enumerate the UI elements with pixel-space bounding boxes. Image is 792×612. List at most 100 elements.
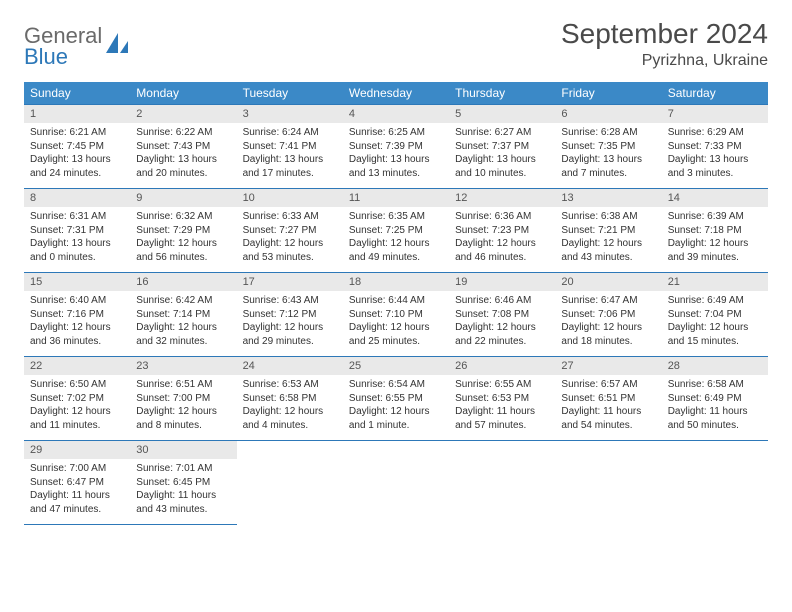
day-number: 10 (237, 189, 343, 207)
day-daylight1: Daylight: 13 hours (30, 237, 124, 251)
day-details: Sunrise: 6:44 AMSunset: 7:10 PMDaylight:… (343, 291, 449, 356)
day-daylight2: and 13 minutes. (349, 167, 443, 181)
day-details: Sunrise: 6:29 AMSunset: 7:33 PMDaylight:… (662, 123, 768, 188)
day-number: 6 (555, 105, 661, 123)
day-sunset: Sunset: 7:29 PM (136, 224, 230, 238)
day-sunset: Sunset: 7:02 PM (30, 392, 124, 406)
day-details: Sunrise: 6:58 AMSunset: 6:49 PMDaylight:… (662, 375, 768, 440)
calendar-cell: 28Sunrise: 6:58 AMSunset: 6:49 PMDayligh… (662, 357, 768, 441)
day-daylight2: and 1 minute. (349, 419, 443, 433)
day-daylight1: Daylight: 12 hours (561, 321, 655, 335)
calendar-cell: 15Sunrise: 6:40 AMSunset: 7:16 PMDayligh… (24, 273, 130, 357)
day-sunset: Sunset: 7:33 PM (668, 140, 762, 154)
day-sunset: Sunset: 7:18 PM (668, 224, 762, 238)
day-details: Sunrise: 6:43 AMSunset: 7:12 PMDaylight:… (237, 291, 343, 356)
calendar-cell: 22Sunrise: 6:50 AMSunset: 7:02 PMDayligh… (24, 357, 130, 441)
day-number: 13 (555, 189, 661, 207)
day-sunset: Sunset: 7:35 PM (561, 140, 655, 154)
day-sunrise: Sunrise: 6:36 AM (455, 210, 549, 224)
weekday-header: Sunday (24, 82, 130, 105)
day-daylight1: Daylight: 11 hours (455, 405, 549, 419)
day-number: 7 (662, 105, 768, 123)
calendar-week: 1Sunrise: 6:21 AMSunset: 7:45 PMDaylight… (24, 105, 768, 189)
day-sunset: Sunset: 7:31 PM (30, 224, 124, 238)
calendar-cell: 12Sunrise: 6:36 AMSunset: 7:23 PMDayligh… (449, 189, 555, 273)
day-sunrise: Sunrise: 6:35 AM (349, 210, 443, 224)
day-details: Sunrise: 6:53 AMSunset: 6:58 PMDaylight:… (237, 375, 343, 440)
day-sunset: Sunset: 6:58 PM (243, 392, 337, 406)
day-sunrise: Sunrise: 6:42 AM (136, 294, 230, 308)
day-daylight2: and 15 minutes. (668, 335, 762, 349)
day-daylight1: Daylight: 12 hours (668, 321, 762, 335)
day-daylight1: Daylight: 13 hours (349, 153, 443, 167)
day-details: Sunrise: 6:31 AMSunset: 7:31 PMDaylight:… (24, 207, 130, 272)
day-sunset: Sunset: 7:04 PM (668, 308, 762, 322)
day-daylight1: Daylight: 12 hours (243, 321, 337, 335)
day-daylight2: and 18 minutes. (561, 335, 655, 349)
day-details: Sunrise: 6:40 AMSunset: 7:16 PMDaylight:… (24, 291, 130, 356)
day-daylight1: Daylight: 11 hours (136, 489, 230, 503)
day-details: Sunrise: 6:22 AMSunset: 7:43 PMDaylight:… (130, 123, 236, 188)
day-sunset: Sunset: 6:53 PM (455, 392, 549, 406)
day-sunset: Sunset: 7:12 PM (243, 308, 337, 322)
calendar-cell: 21Sunrise: 6:49 AMSunset: 7:04 PMDayligh… (662, 273, 768, 357)
day-daylight2: and 43 minutes. (136, 503, 230, 517)
day-number: 15 (24, 273, 130, 291)
day-daylight2: and 54 minutes. (561, 419, 655, 433)
weekday-header: Friday (555, 82, 661, 105)
day-daylight1: Daylight: 13 hours (243, 153, 337, 167)
calendar-week: 22Sunrise: 6:50 AMSunset: 7:02 PMDayligh… (24, 357, 768, 441)
day-details: Sunrise: 6:42 AMSunset: 7:14 PMDaylight:… (130, 291, 236, 356)
calendar-week: 15Sunrise: 6:40 AMSunset: 7:16 PMDayligh… (24, 273, 768, 357)
day-number: 16 (130, 273, 236, 291)
day-sunrise: Sunrise: 6:25 AM (349, 126, 443, 140)
day-daylight1: Daylight: 13 hours (668, 153, 762, 167)
day-number: 20 (555, 273, 661, 291)
day-daylight2: and 7 minutes. (561, 167, 655, 181)
calendar-cell: 26Sunrise: 6:55 AMSunset: 6:53 PMDayligh… (449, 357, 555, 441)
title-block: September 2024 Pyrizhna, Ukraine (561, 18, 768, 70)
calendar-cell: 11Sunrise: 6:35 AMSunset: 7:25 PMDayligh… (343, 189, 449, 273)
day-details: Sunrise: 6:50 AMSunset: 7:02 PMDaylight:… (24, 375, 130, 440)
day-daylight2: and 25 minutes. (349, 335, 443, 349)
day-sunset: Sunset: 7:23 PM (455, 224, 549, 238)
day-sunset: Sunset: 6:47 PM (30, 476, 124, 490)
calendar-cell: 14Sunrise: 6:39 AMSunset: 7:18 PMDayligh… (662, 189, 768, 273)
day-sunrise: Sunrise: 6:44 AM (349, 294, 443, 308)
day-details: Sunrise: 6:38 AMSunset: 7:21 PMDaylight:… (555, 207, 661, 272)
day-daylight1: Daylight: 11 hours (30, 489, 124, 503)
day-daylight1: Daylight: 12 hours (243, 237, 337, 251)
day-sunset: Sunset: 7:25 PM (349, 224, 443, 238)
day-daylight2: and 46 minutes. (455, 251, 549, 265)
calendar-week: 8Sunrise: 6:31 AMSunset: 7:31 PMDaylight… (24, 189, 768, 273)
day-daylight2: and 53 minutes. (243, 251, 337, 265)
day-daylight1: Daylight: 12 hours (30, 405, 124, 419)
weekday-row: SundayMondayTuesdayWednesdayThursdayFrid… (24, 82, 768, 105)
day-daylight2: and 17 minutes. (243, 167, 337, 181)
day-number: 25 (343, 357, 449, 375)
day-sunrise: Sunrise: 6:39 AM (668, 210, 762, 224)
day-number: 27 (555, 357, 661, 375)
day-sunrise: Sunrise: 6:27 AM (455, 126, 549, 140)
day-sunrise: Sunrise: 6:54 AM (349, 378, 443, 392)
day-details: Sunrise: 6:32 AMSunset: 7:29 PMDaylight:… (130, 207, 236, 272)
calendar-week: 29Sunrise: 7:00 AMSunset: 6:47 PMDayligh… (24, 441, 768, 525)
calendar-cell: 4Sunrise: 6:25 AMSunset: 7:39 PMDaylight… (343, 105, 449, 189)
day-number: 1 (24, 105, 130, 123)
day-details: Sunrise: 6:33 AMSunset: 7:27 PMDaylight:… (237, 207, 343, 272)
calendar-cell (662, 441, 768, 525)
day-daylight2: and 8 minutes. (136, 419, 230, 433)
day-sunrise: Sunrise: 6:38 AM (561, 210, 655, 224)
day-number: 2 (130, 105, 236, 123)
day-sunrise: Sunrise: 6:46 AM (455, 294, 549, 308)
day-daylight2: and 49 minutes. (349, 251, 443, 265)
day-details: Sunrise: 6:35 AMSunset: 7:25 PMDaylight:… (343, 207, 449, 272)
day-number: 21 (662, 273, 768, 291)
day-number: 30 (130, 441, 236, 459)
day-daylight2: and 57 minutes. (455, 419, 549, 433)
calendar-cell: 23Sunrise: 6:51 AMSunset: 7:00 PMDayligh… (130, 357, 236, 441)
day-number: 29 (24, 441, 130, 459)
weekday-header: Monday (130, 82, 236, 105)
day-sunrise: Sunrise: 6:51 AM (136, 378, 230, 392)
day-sunset: Sunset: 6:45 PM (136, 476, 230, 490)
